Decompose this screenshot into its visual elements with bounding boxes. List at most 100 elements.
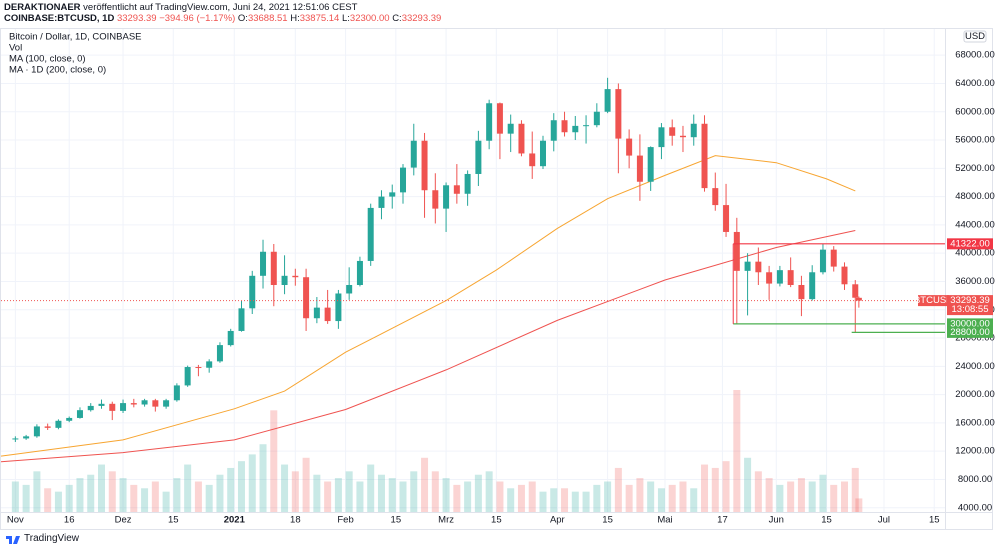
x-tick-label: Dez — [115, 515, 132, 526]
y-tick-label: 24000.00 — [955, 361, 995, 372]
candle-body — [270, 251, 277, 285]
volume-bar — [593, 484, 601, 512]
y-tick-label: 60000.00 — [955, 106, 995, 117]
candle-body — [346, 284, 353, 294]
chart-title: Bitcoin / Dollar, 1D, COINBASE — [9, 32, 142, 43]
volume-bar — [248, 454, 256, 512]
symbol: COINBASE:BTCUSD, 1D — [4, 13, 115, 24]
ohlc-value: 33688.51 — [247, 13, 288, 24]
candle-body — [819, 249, 826, 273]
candle-body — [184, 367, 191, 386]
volume-bar — [464, 481, 472, 512]
x-tick-label: 15 — [168, 515, 179, 526]
volume-bar — [11, 481, 19, 512]
candle-body — [367, 207, 374, 261]
volume-bar — [33, 471, 41, 512]
header: DERAKTIONAER veröffentlicht auf TradingV… — [4, 2, 441, 24]
candle-body — [313, 307, 320, 319]
candle-body — [604, 89, 611, 112]
candle-body — [855, 297, 862, 301]
candle-body — [120, 403, 127, 411]
volume-bar — [453, 484, 461, 512]
candle-body — [163, 400, 170, 407]
volume-bar — [76, 478, 84, 512]
volume-bar — [636, 478, 644, 512]
volume-bar — [604, 481, 612, 512]
volume-bar — [851, 467, 859, 512]
footer: TradingView — [6, 533, 79, 544]
volume-bar — [539, 491, 547, 512]
x-tick-label: Feb — [337, 515, 353, 526]
currency-box — [963, 30, 987, 43]
volume-bar — [517, 484, 525, 512]
volume-bar — [44, 488, 52, 512]
symbol-label: BTCUSD — [914, 295, 953, 306]
x-tick-label: 15 — [821, 515, 832, 526]
volume-bar — [367, 464, 375, 512]
candle-body — [227, 330, 234, 346]
x-tick-label: Jul — [878, 515, 890, 526]
volume-bar — [765, 478, 773, 512]
volume-bar — [701, 464, 709, 512]
candle-body — [76, 410, 83, 418]
candle-body — [798, 284, 805, 300]
volume-bar — [754, 471, 762, 512]
candle-body — [216, 345, 223, 362]
candle-body — [141, 400, 148, 405]
volume-bar — [722, 461, 730, 512]
grid — [1, 29, 945, 512]
volume-bar — [582, 491, 590, 512]
volume-bar — [410, 471, 418, 512]
candle-body — [464, 173, 471, 194]
symbol-tag — [918, 295, 949, 307]
ma-line — [0, 155, 856, 457]
volume-bar — [377, 474, 385, 512]
volume-bar — [205, 484, 213, 512]
volume-bar — [855, 498, 863, 512]
volume-bar — [668, 484, 676, 512]
ohlc-label: O: — [237, 13, 248, 24]
candle-body — [292, 275, 299, 278]
y-tick-label: 36000.00 — [955, 276, 995, 287]
volume-bar — [227, 467, 235, 512]
candle-body — [109, 403, 116, 411]
ohlc-label: L: — [341, 13, 350, 24]
ohlc-value: 33875.14 — [299, 13, 340, 24]
candle-body — [669, 127, 676, 136]
volume-bar — [507, 488, 515, 512]
level-tag — [947, 238, 993, 250]
volume-bar — [194, 481, 202, 512]
volume-bar — [797, 478, 805, 512]
volume-bar — [485, 471, 493, 512]
volume-bar — [421, 457, 429, 512]
y-tick-label: 20000.00 — [955, 389, 995, 400]
volume-bar — [98, 464, 106, 512]
candle-body — [249, 275, 256, 309]
x-tick-label: 17 — [717, 515, 728, 526]
candle-body — [539, 140, 546, 167]
volume-bar — [151, 481, 159, 512]
price-tag — [947, 295, 993, 316]
volume-bar — [647, 481, 655, 512]
price-label: 33293.39 — [950, 295, 990, 306]
y-tick-label: 68000.00 — [955, 50, 995, 61]
candle-body — [152, 400, 159, 407]
volume-bar — [302, 457, 310, 512]
candle-body — [690, 123, 697, 138]
volume-bar — [324, 481, 332, 512]
volume-bar — [830, 484, 838, 512]
volume-bar — [87, 474, 95, 512]
candle-body — [303, 277, 310, 319]
x-tick-label: 18 — [290, 515, 301, 526]
candle-body — [432, 190, 439, 209]
volume-bar — [291, 471, 299, 512]
y-tick-label: 4000.00 — [958, 502, 992, 513]
volume-bar — [808, 481, 816, 512]
x-tick-label: 2021 — [224, 515, 246, 526]
price: 33293.39 — [116, 13, 157, 24]
ohlc: O:33688.51 H:33875.14 L:32300.00 C:33293… — [238, 13, 441, 24]
volume-bar — [281, 464, 289, 512]
candle-body — [238, 308, 245, 331]
volume-bar — [819, 474, 827, 512]
volume-bar — [840, 481, 848, 512]
